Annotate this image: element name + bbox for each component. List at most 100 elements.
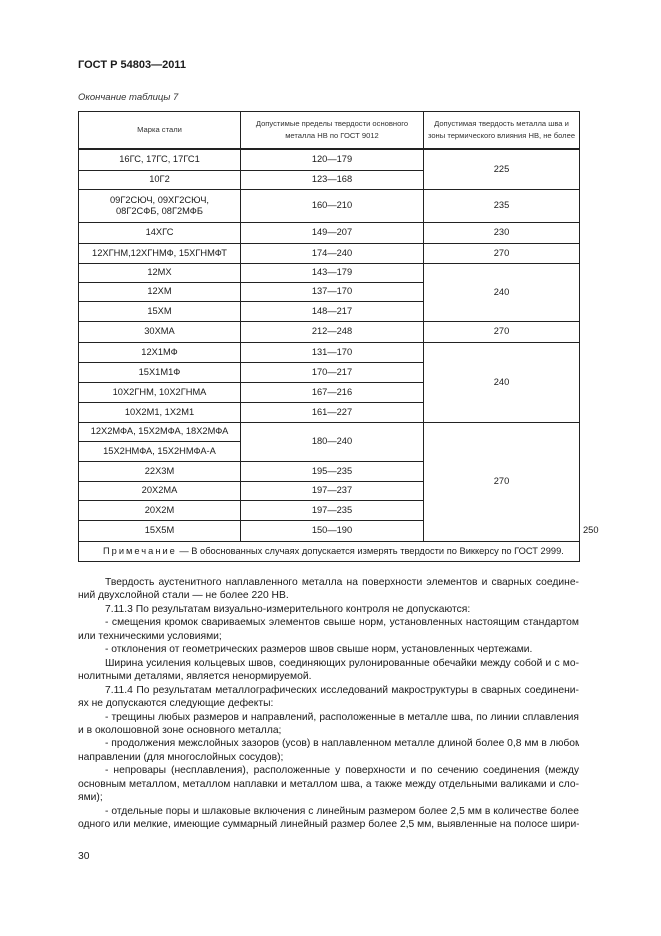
base-hardness-cell: 180—240 [240,421,424,462]
steel-grade-cell: 10Х2М1, 1Х2М1 [78,401,241,423]
table-caption: Окончание таблицы 7 [78,92,179,103]
text-line: - отклонения от геометрических размеров … [105,644,533,656]
base-hardness-cell: 174—240 [240,242,424,264]
paragraph: - отдельные поры и шлаковые включения с … [78,805,579,832]
page-number: 30 [78,851,90,862]
table-row: 14ХГС 149—207 230 [78,221,580,244]
table-row: 10Г2 123—168 [78,169,580,190]
paragraph: 7.11.3 По результатам визуально-измерите… [78,603,579,616]
table-row: 12МХ 143—179 240 [78,262,580,322]
weld-hardness-cell: 270 [423,421,580,542]
base-hardness-cell: 197—235 [240,499,424,521]
text-line: Твердость аустенитного наплавленного мет… [105,577,579,588]
table-row: 15Х1М1Ф 170—217 [78,361,580,383]
text-line: - трещины любых размеров и направлений, … [105,711,579,723]
text-line: - отдельные поры и шлаковые включения с … [105,805,579,817]
table-row: 09Г2СЮЧ, 09ХГ2СЮЧ, 08Г2СФБ, 08Г2МФБ 160—2… [78,188,580,223]
base-hardness-cell: 150—190 [240,519,424,542]
table-note: Примечание — В обоснованных случаях допу… [78,540,580,562]
document-id: ГОСТ Р 54803—2011 [78,59,186,71]
table-row: 12ХМ 137—170 [78,281,580,302]
table-row: 16ГС, 17ГС, 17ГС1 120—179 225 [78,148,580,190]
text-line: направлении (для многослойных сосудов); [78,751,284,763]
steel-grade-cell: 09Г2СЮЧ, 09ХГ2СЮЧ, 08Г2СФБ, 08Г2МФБ [78,188,241,223]
steel-grade-cell: 30ХМА [78,320,241,343]
steel-grade-cell: 20Х2М [78,499,241,521]
paragraph: Твердость аустенитного наплавленного мет… [78,576,579,603]
table-row: 12Х2МФА, 15Х2МФА, 18Х2МФА 180—240 270 [78,421,580,542]
base-hardness-cell: 197—237 [240,480,424,501]
note-text: — В обоснованных случаях допускается изм… [176,545,564,556]
weld-hardness-cell: 270 [423,320,580,343]
steel-grade-cell: 22Х3М [78,460,241,482]
base-hardness-cell: 123—168 [240,169,424,190]
paragraph: - смещения кромок свариваемых элементов … [78,616,579,643]
paragraph: - отклонения от геометрических размеров … [78,643,579,656]
paragraph: - непровары (несплавления), расположенны… [78,764,579,804]
weld-hardness-cell: 270 [423,242,580,264]
base-hardness-cell: 137—170 [240,281,424,302]
base-hardness-cell: 131—170 [240,341,424,363]
text-line: и в околошовной зоне основного металла; [78,724,282,736]
table-row: 20Х2МА 197—237 [78,480,580,501]
table-row: 12ХГНМ,12ХГНМФ, 15ХГНМФТ 174—240 270 [78,242,580,264]
table-row: 20Х2М 197—235 [78,499,580,521]
text-line: 7.11.4 По результатам металлографических… [105,684,579,696]
weld-hardness-cell: 225 [423,148,580,190]
table-row: 10Х2М1, 1Х2М1 161—227 [78,401,580,423]
steel-grade-cell: 12МХ [78,262,241,283]
steel-grade-cell: 15Х5М [78,519,241,542]
text-line: основным металлом, металлом наплавки и м… [78,778,579,790]
note-label: Примечание [103,545,177,556]
paragraph: 7.11.4 По результатам металлографических… [78,684,579,711]
steel-grade-cell: 12Х1МФ [78,341,241,363]
table-row: 12Х1МФ 131—170 240 [78,341,580,423]
text-line: ний двухслойной стали — не более 220 НВ. [78,590,289,602]
column-header-weld-hardness: Допустимая твердость металла шва и зоны … [423,111,580,150]
table-header-row: Марка стали Допустимые пределы твердости… [78,111,580,150]
text-line: одного или мелкие, имеющие суммарный лин… [78,819,579,831]
weld-hardness-cell: 230 [423,221,580,244]
text-line: ями); [78,792,103,804]
table-note-row: Примечание — В обоснованных случаях допу… [78,540,580,562]
text-line: или техническими условиями; [78,630,222,642]
base-hardness-cell: 143—179 [240,262,424,283]
text-line: нолитными деталями, является ненормируем… [78,671,312,683]
text-line: Ширина усиления кольцевых швов, соединяю… [105,657,579,669]
hardness-table: Марка стали Допустимые пределы твердости… [78,111,599,562]
steel-grade-cell: 15ХМ [78,300,241,322]
paragraph: - трещины любых размеров и направлений, … [78,711,579,738]
body-text: Твердость аустенитного наплавленного мет… [78,576,579,832]
text-line: - продолжения межслойных зазоров (усов) … [105,738,579,750]
steel-grade-cell: 15Х2НМФА, 15Х2НМФА-А [78,440,241,462]
steel-grade-cell: 12Х2МФА, 15Х2МФА, 18Х2МФА [78,421,241,442]
weld-hardness-cell: 235 [423,188,580,223]
weld-hardness-cell: 240 [423,262,580,322]
text-line: - смещения кромок свариваемых элементов … [105,617,579,629]
steel-grade-cell: 15Х1М1Ф [78,361,241,383]
table-row: 30ХМА 212—248 270 [78,320,580,343]
base-hardness-cell: 167—216 [240,381,424,403]
steel-grade-cell: 16ГС, 17ГС, 17ГС1 [78,148,241,171]
steel-grade-cell: 12ХМ [78,281,241,302]
text-line: 7.11.3 По результатам визуально-измерите… [105,603,471,615]
column-header-grade: Марка стали [78,111,241,150]
base-hardness-cell: 195—235 [240,460,424,482]
text-line: ях не допускаются следующие дефекты: [78,698,274,710]
base-hardness-cell: 170—217 [240,361,424,383]
paragraph: Ширина усиления кольцевых швов, соединяю… [78,657,579,684]
steel-grade-cell: 14ХГС [78,221,241,244]
base-hardness-cell: 161—227 [240,401,424,423]
base-hardness-cell: 212—248 [240,320,424,343]
base-hardness-cell: 148—217 [240,300,424,322]
column-header-base-hardness: Допустимые пределы твердости основного м… [240,111,424,150]
steel-grade-cell: 12ХГНМ,12ХГНМФ, 15ХГНМФТ [78,242,241,264]
weld-hardness-cell: 240 [423,341,580,423]
text-line: - непровары (несплавления), расположенны… [105,765,579,777]
steel-grade-cell: 20Х2МА [78,480,241,501]
base-hardness-cell: 149—207 [240,221,424,244]
base-hardness-cell: 160—210 [240,188,424,223]
steel-grade-cell: 10Х2ГНМ, 10Х2ГНМА [78,381,241,403]
table-row: 10Х2ГНМ, 10Х2ГНМА 167—216 [78,381,580,403]
base-hardness-cell: 120—179 [240,148,424,171]
